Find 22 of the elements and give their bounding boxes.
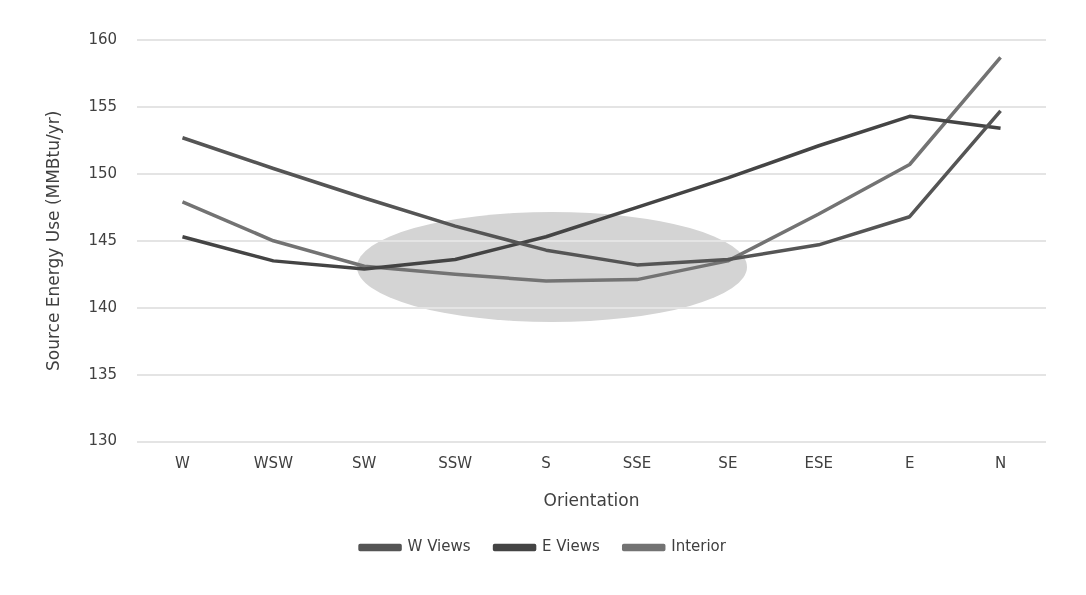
x-tick-label: W (175, 454, 191, 473)
x-tick-label: SSW (438, 454, 473, 473)
x-tick-label: S (541, 454, 551, 473)
y-tick-label: 160 (88, 29, 118, 48)
y-tick-label: 150 (88, 163, 118, 182)
y-tick-label: 155 (88, 96, 118, 115)
y-tick-label: 135 (88, 364, 118, 383)
legend-label: Interior (671, 537, 727, 556)
x-tick-label: N (994, 454, 1007, 473)
x-tick-label: SW (352, 454, 377, 473)
x-tick-label: E (904, 454, 915, 473)
x-axis-title: Orientation (543, 490, 640, 511)
x-tick-label: SE (718, 454, 738, 473)
legend-label: W Views (407, 537, 471, 556)
x-tick-label: WSW (253, 454, 294, 473)
x-tick-label: ESE (804, 454, 833, 473)
y-tick-label: 145 (88, 230, 118, 249)
y-tick-label: 140 (88, 297, 118, 316)
x-tick-label: SSE (622, 454, 652, 473)
y-tick-label: 130 (88, 431, 118, 450)
legend-label: E Views (542, 537, 600, 556)
y-axis-title: Source Energy Use (MMBtu/yr) (42, 110, 63, 371)
